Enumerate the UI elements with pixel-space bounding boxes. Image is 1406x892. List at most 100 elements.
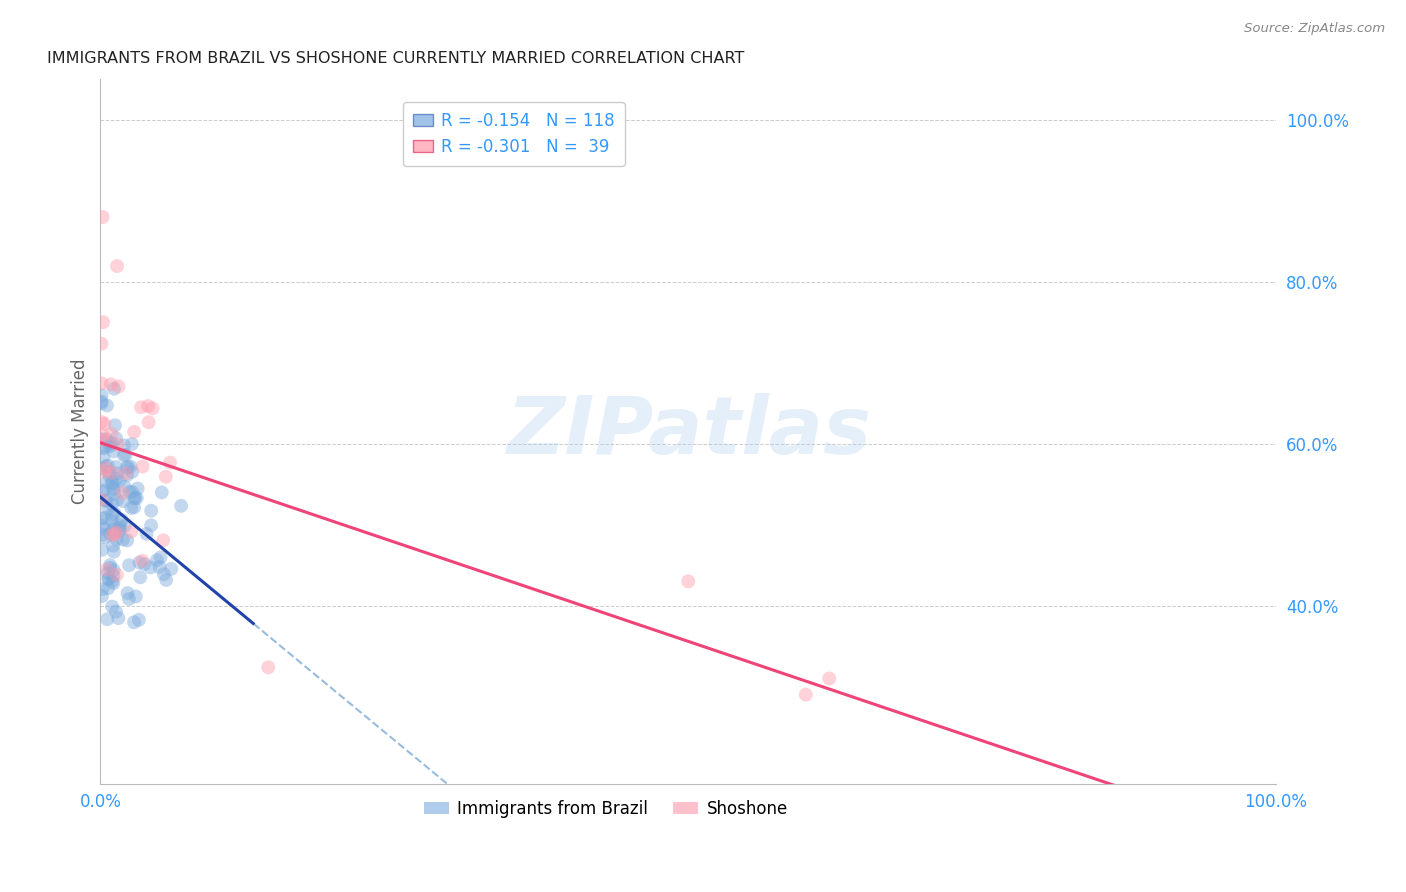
Point (111, 486, 134, 500)
Point (90, 388, 112, 402)
Point (105, 460, 128, 475)
Point (94, 433, 117, 447)
Point (94, 459, 117, 474)
Point (90, 376, 112, 391)
Point (100, 436, 122, 450)
Point (159, 456, 181, 470)
Point (149, 560, 172, 574)
Point (104, 527, 127, 541)
Point (91, 210, 114, 224)
Point (96, 612, 118, 626)
Point (122, 425, 145, 439)
Point (105, 532, 128, 546)
Point (101, 539, 124, 553)
Point (91, 433, 114, 447)
Point (122, 500, 145, 515)
Point (103, 483, 125, 497)
Y-axis label: Currently Married: Currently Married (72, 359, 89, 504)
Point (101, 481, 124, 495)
Point (94, 461, 117, 475)
Point (139, 518, 162, 533)
Point (98, 560, 121, 574)
Point (103, 569, 125, 583)
Point (90, 511, 112, 525)
Point (103, 487, 125, 501)
Point (91, 428, 114, 442)
Point (115, 533, 138, 548)
Point (94, 493, 117, 508)
Point (101, 599, 124, 614)
Text: ZIPatlas: ZIPatlas (506, 392, 870, 471)
Point (98, 526, 121, 541)
Point (152, 533, 174, 548)
Point (105, 259, 128, 273)
Point (100, 513, 122, 527)
Point (120, 524, 142, 539)
Point (105, 467, 128, 481)
Point (103, 444, 125, 458)
Point (124, 491, 146, 505)
Point (100, 475, 122, 490)
Point (101, 497, 124, 511)
Point (103, 506, 125, 520)
Point (115, 461, 138, 475)
Point (93, 417, 115, 431)
Point (98, 468, 121, 483)
Point (93, 442, 115, 456)
Point (122, 615, 145, 630)
Point (103, 545, 125, 559)
Point (155, 469, 177, 483)
Point (104, 418, 127, 433)
Point (120, 500, 142, 515)
Point (146, 553, 169, 567)
Legend: Immigrants from Brazil, Shoshone: Immigrants from Brazil, Shoshone (418, 793, 794, 825)
Point (103, 563, 125, 577)
Point (93, 522, 115, 536)
Point (112, 519, 135, 533)
Point (93, 450, 115, 464)
Point (90, 432, 112, 446)
Point (131, 459, 153, 474)
Point (111, 533, 134, 547)
Point (134, 557, 156, 571)
Point (118, 591, 141, 606)
Point (118, 558, 141, 573)
Point (115, 467, 138, 481)
Point (125, 590, 148, 604)
Point (105, 472, 128, 486)
Point (105, 567, 128, 582)
Point (90, 484, 112, 499)
Point (114, 480, 136, 494)
Point (107, 379, 129, 393)
Point (108, 518, 131, 533)
Point (120, 459, 142, 474)
Point (97, 458, 120, 473)
Point (155, 573, 177, 587)
Point (142, 401, 165, 416)
Point (108, 523, 131, 537)
Point (794, 688, 817, 702)
Point (91, 542, 114, 557)
Point (108, 474, 131, 488)
Point (170, 499, 193, 513)
Text: IMMIGRANTS FROM BRAZIL VS SHOSHONE CURRENTLY MARRIED CORRELATION CHART: IMMIGRANTS FROM BRAZIL VS SHOSHONE CURRE… (48, 51, 745, 66)
Point (96, 562, 118, 576)
Point (93, 440, 115, 454)
Point (101, 528, 124, 542)
Point (100, 427, 122, 442)
Point (90, 415, 112, 429)
Point (139, 560, 162, 574)
Point (104, 525, 127, 540)
Point (129, 570, 152, 584)
Point (105, 525, 128, 540)
Point (141, 504, 163, 518)
Point (94, 530, 117, 544)
Point (117, 586, 139, 600)
Point (90, 589, 112, 603)
Point (96, 566, 118, 580)
Point (101, 475, 124, 490)
Point (91, 483, 114, 498)
Point (160, 562, 183, 576)
Point (112, 438, 135, 452)
Point (117, 459, 139, 474)
